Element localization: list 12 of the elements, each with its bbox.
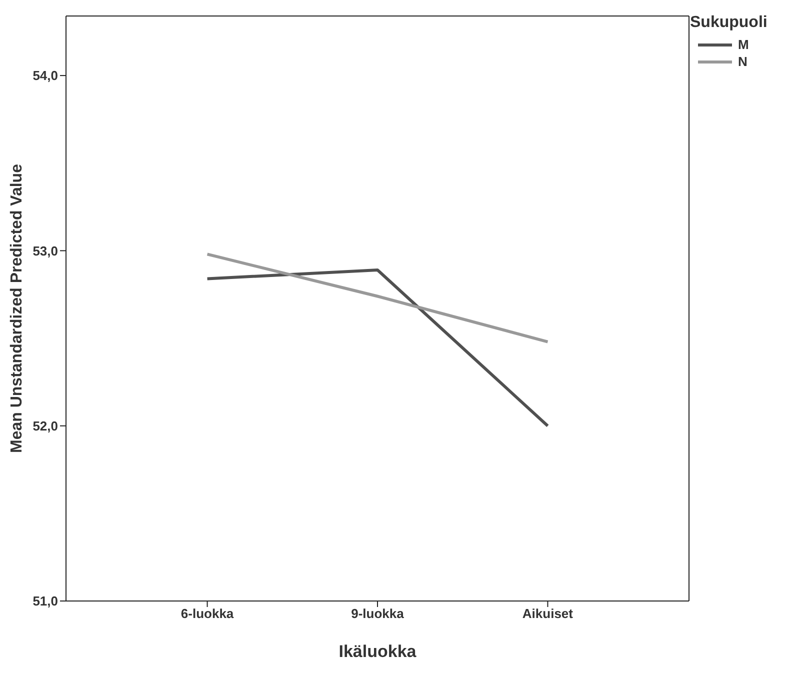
x-tick-label: 9-luokka (351, 606, 405, 622)
y-axis-title: Mean Unstandardized Predicted Value (8, 164, 26, 453)
x-tick-label: 6-luokka (180, 606, 234, 622)
x-axis-title: Ikäluokka (338, 642, 417, 661)
legend-label: M (738, 37, 749, 52)
y-tick-label: 53,0 (32, 243, 58, 258)
legend-label: N (738, 54, 748, 69)
x-tick-label: Aikuiset (522, 606, 574, 622)
y-tick-label: 52,0 (32, 418, 58, 434)
y-tick-label: 51,0 (32, 594, 58, 609)
legend-title: Sukupuoli (690, 14, 768, 32)
y-tick-label: 54,0 (32, 68, 58, 84)
